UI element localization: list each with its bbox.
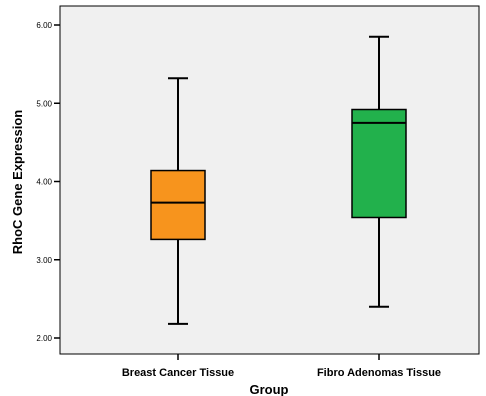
category-label: Fibro Adenomas Tissue <box>317 367 441 379</box>
x-axis: Breast Cancer Tissue Fibro Adenomas Tissu… <box>122 354 441 379</box>
iqr-box <box>351 108 407 219</box>
category-label: Breast Cancer Tissue <box>122 367 234 379</box>
iqr-box <box>150 169 206 241</box>
y-tick-label: 5.00 <box>36 99 52 108</box>
y-axis-title: RhoC Gene Expression <box>10 110 25 255</box>
y-tick-label: 3.00 <box>36 256 52 265</box>
y-tick-label: 4.00 <box>36 178 52 187</box>
plot-area <box>59 5 480 355</box>
y-axis: 2.00 3.00 4.00 5.00 6.00 <box>36 21 60 343</box>
box-2 <box>351 35 407 308</box>
boxes <box>150 35 407 325</box>
box-1 <box>150 77 206 325</box>
x-axis-title: Group <box>250 382 289 396</box>
y-tick-label: 6.00 <box>36 21 52 30</box>
y-tick-label: 2.00 <box>36 334 52 343</box>
